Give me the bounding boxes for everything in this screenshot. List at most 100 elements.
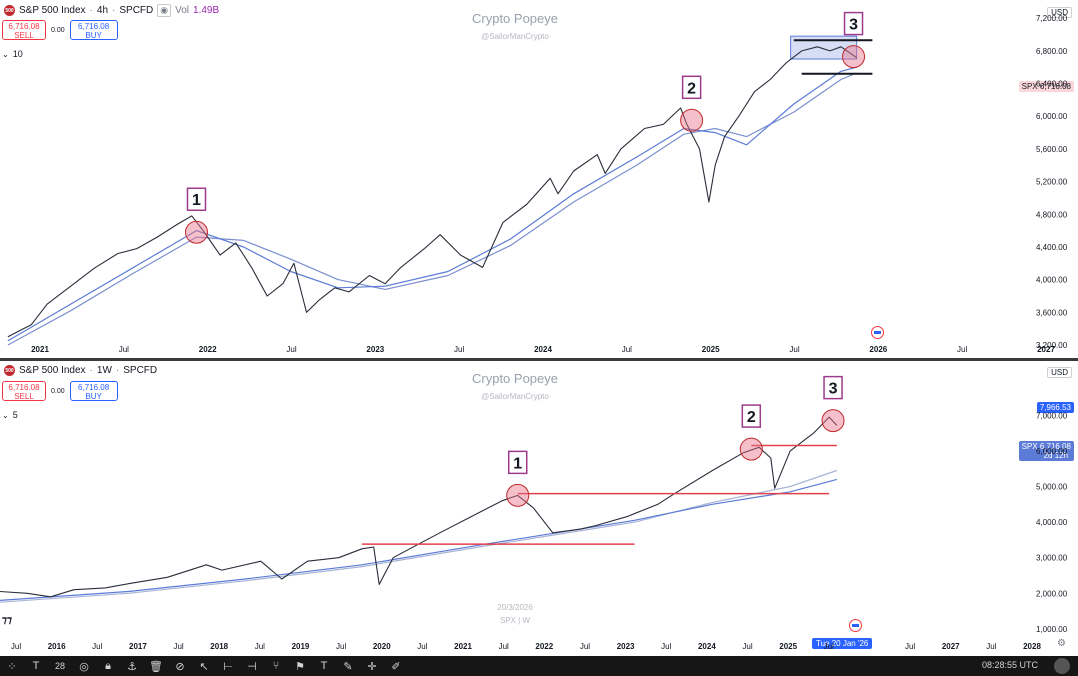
moving-average-line	[0, 478, 838, 601]
annotation-box[interactable]	[741, 404, 762, 428]
buy-price: 6,716.08	[78, 22, 110, 31]
pencil-icon[interactable]: ✐	[391, 660, 401, 673]
data-source: SPCFD	[119, 5, 154, 16]
moving-average-line	[7, 72, 857, 346]
x-tick-label: Jul	[92, 642, 102, 651]
annotation-circle[interactable]	[842, 45, 866, 69]
eye-icon[interactable]: ◎	[79, 660, 89, 673]
cursor-icon[interactable]: ↖	[199, 660, 209, 673]
annotation-box[interactable]	[843, 11, 864, 36]
trash-icon[interactable]: 🗑︎	[149, 660, 163, 673]
cursor-date-tag: Tue 20 Jan '26	[812, 638, 873, 649]
y-tick-label: 3,200.00	[1036, 341, 1068, 350]
watermark-handle: @SailorManCrypto	[481, 392, 549, 401]
chart-panel-4h[interactable]: 500 S&P 500 Index · 4h · SPCFD ◉ Vol 1.4…	[0, 0, 1078, 358]
hide-icon[interactable]: ⊘	[175, 660, 185, 673]
annotation-box[interactable]	[186, 187, 207, 211]
font-size-value[interactable]: 28	[54, 661, 65, 671]
x-tick-label: Jul	[286, 345, 296, 354]
indicators-toggle[interactable]: ⌄ 5	[2, 410, 18, 420]
legend-header: 500 S&P 500 Index · 1W · SPCFD	[4, 365, 158, 376]
y-tick-label: 6,000.00	[1036, 447, 1068, 456]
vol-value: 1.49B	[193, 5, 220, 16]
lock-icon[interactable]: 🔒︎	[105, 659, 111, 672]
last-price-tag: SPX 6,716.08 2d 12h	[1018, 441, 1074, 461]
watermark-title: Crypto Popeye	[472, 371, 558, 386]
x-tick-label: 2027	[942, 642, 960, 651]
chevron-down-icon: ⌄	[2, 49, 9, 59]
tradingview-logo: ⁊⁊	[2, 615, 12, 626]
spx-icon: 500	[4, 365, 15, 376]
annotation-label: 1	[513, 455, 522, 472]
x-tick-label: 2021	[454, 642, 472, 651]
currency-label[interactable]: USD	[1047, 367, 1072, 378]
buy-button[interactable]: 6,716.08 BUY	[69, 20, 118, 40]
annotation-circle[interactable]	[184, 220, 208, 244]
footer-date: 20/3/2026	[497, 603, 533, 612]
anchor-icon[interactable]: ⚓︎	[127, 660, 137, 673]
buy-label: BUY	[85, 31, 102, 40]
data-source: SPCFD	[123, 365, 158, 376]
vol-label: Vol	[175, 5, 190, 16]
symbol-name[interactable]: S&P 500 Index	[19, 5, 86, 16]
chart-plot-4h[interactable]: 7,200.00 6,800.00 6,400.00 6,000.00 5,600.00…	[0, 0, 1078, 358]
x-tick-label: Jul	[255, 642, 265, 651]
last-price-tag: SPX 6,716.08	[1018, 81, 1074, 92]
x-tick-label: Jul	[336, 642, 346, 651]
x-tick-label: 2016	[48, 642, 66, 651]
y-tick-label: 5,600.00	[1036, 145, 1068, 154]
text-tool-icon[interactable]: T	[320, 660, 328, 672]
annotation-circle[interactable]	[821, 409, 845, 433]
us-flag-icon[interactable]	[871, 326, 884, 339]
interval[interactable]: 1W	[96, 365, 112, 376]
x-tick-label: Jul	[986, 642, 996, 651]
indicators-toggle[interactable]: ⌄ 10	[2, 49, 23, 59]
ruler-icon[interactable]: ⊢	[223, 660, 233, 673]
x-tick-label: 2021	[31, 345, 49, 354]
y-tick-label: 4,400.00	[1036, 243, 1068, 252]
annotation-box[interactable]	[823, 375, 843, 400]
annotation-circle[interactable]	[739, 437, 763, 461]
text-icon[interactable]: T	[32, 660, 40, 672]
y-tick-label: 6,000.00	[1036, 112, 1068, 121]
us-flag-icon[interactable]	[849, 619, 862, 632]
x-tick-label: 2028	[1023, 642, 1041, 651]
gear-icon[interactable]: ⚙	[1057, 638, 1066, 649]
sell-label: SELL	[14, 392, 34, 401]
bar-countdown: 2d 12h	[1043, 451, 1069, 460]
last-price-symbol: SPX	[1021, 442, 1038, 451]
chart-plot-1w[interactable]: 7,000.00 6,000.00 5,000.00 4,000.00 3,000.00…	[0, 361, 1078, 656]
range-box[interactable]	[790, 35, 858, 60]
symbol-name[interactable]: S&P 500 Index	[19, 365, 86, 376]
x-tick-label: 2024	[698, 642, 716, 651]
sell-label: SELL	[14, 31, 34, 40]
flag-icon[interactable]: ⚑	[295, 660, 305, 673]
crosshair-icon[interactable]: ✛	[367, 660, 377, 673]
fork-icon[interactable]: ⑂	[272, 660, 280, 672]
avatar[interactable]	[1054, 658, 1070, 674]
x-tick-label: Jul	[580, 642, 590, 651]
annotation-label: 3	[829, 381, 838, 398]
y-tick-label: 4,000.00	[1036, 276, 1068, 285]
drawing-toolbar: ⁘ T 28 ◎ 🔒︎ ⚓︎ 🗑︎ ⊘ ↖ ⊢ ⊣ ⑂ ⚑ T ✎ ✛ ✐	[0, 656, 1078, 676]
annotation-circle[interactable]	[506, 483, 530, 507]
annotation-label: 2	[687, 80, 696, 97]
sell-button[interactable]: 6,716.08 SELL	[2, 381, 46, 401]
pane-divider[interactable]	[0, 358, 1078, 361]
chart-panel-1w[interactable]: 500 S&P 500 Index · 1W · SPCFD 6,716.08 …	[0, 361, 1078, 656]
sell-button[interactable]: 6,716.08 SELL	[2, 20, 46, 40]
interval[interactable]: 4h	[96, 5, 109, 16]
grid-icon[interactable]: ⁘	[7, 660, 17, 673]
annotation-box[interactable]	[507, 450, 528, 475]
sell-price: 6,716.08	[8, 383, 40, 392]
brush-icon[interactable]: ✎	[343, 660, 353, 673]
annotation-circle[interactable]	[680, 108, 704, 132]
y-tick-label: 5,200.00	[1036, 178, 1068, 187]
eye-icon[interactable]: ◉	[157, 4, 172, 17]
buy-button[interactable]: 6,716.08 BUY	[69, 381, 118, 401]
utc-clock[interactable]: 08:28:55 UTC	[981, 660, 1038, 670]
currency-label[interactable]: USD	[1047, 7, 1072, 18]
measure-icon[interactable]: ⊣	[247, 660, 257, 673]
annotation-box[interactable]	[681, 75, 702, 100]
